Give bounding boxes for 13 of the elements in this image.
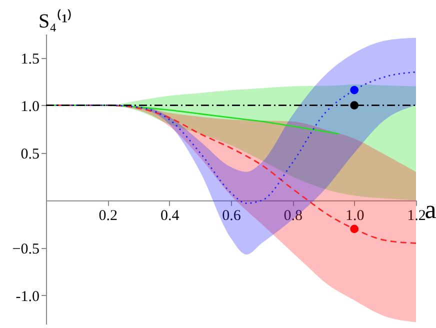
x-tick-label: 1.0 — [345, 208, 364, 224]
y-tick-label: 1.0 — [20, 98, 40, 115]
x-tick-label: 1.2 — [407, 208, 426, 224]
y-tick-label: -1.0 — [16, 288, 40, 305]
y-axis-title: S₄⁽¹⁾ — [38, 8, 73, 32]
x-tick-label: 0.8 — [284, 208, 303, 224]
y-tick-label: −0.5 — [12, 241, 40, 258]
x-tick-label: 0.6 — [222, 208, 242, 224]
y-tick-label: 0.5 — [20, 146, 40, 162]
y-tick-label: 1.5 — [20, 51, 40, 68]
x-tick-label: 0.4 — [160, 208, 180, 224]
x-axis-title: a — [424, 194, 436, 224]
x-tick-label: 0.2 — [98, 208, 118, 224]
